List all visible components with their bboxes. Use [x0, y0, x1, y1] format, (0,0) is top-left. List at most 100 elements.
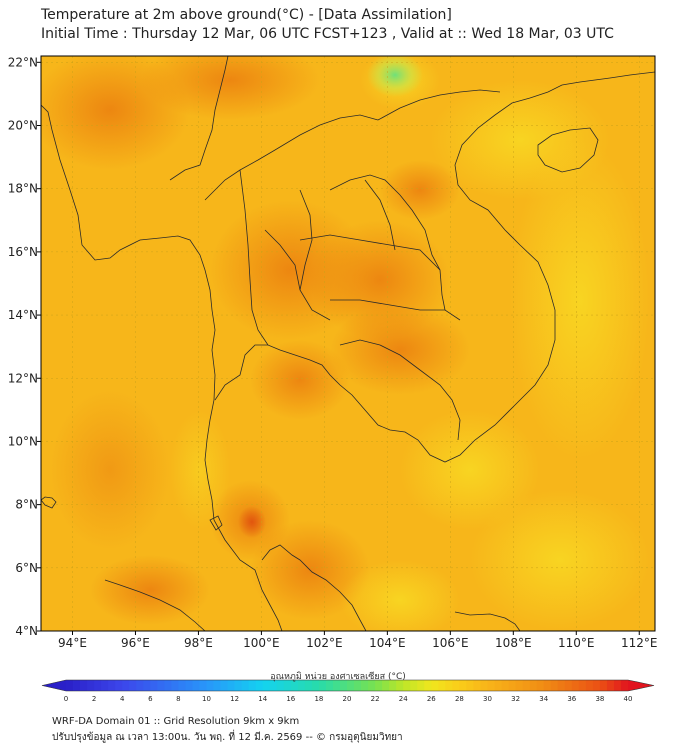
colorbar-tick-label: 38: [595, 695, 604, 703]
colorbar-cell: [361, 680, 369, 691]
temperature-map: 94°E 96°E 98°E 100°E 102°E 104°E 106°E 108°E 110…: [8, 55, 658, 703]
colorbar-cell: [122, 680, 130, 691]
colorbar-cell: [501, 680, 509, 691]
colorbar-cell: [536, 680, 545, 691]
colorbar-tick-label: 18: [314, 695, 323, 703]
colorbar-cell: [613, 680, 622, 691]
colorbar-cell: [508, 680, 516, 691]
colorbar-tick-label: 16: [286, 695, 295, 703]
footer-update-info: ปรับปรุงข้อมูล ณ เวลา 13:00น. วัน พฤ. ที…: [52, 732, 403, 743]
map-subtitle: Initial Time : Thursday 12 Mar, 06 UTC F…: [41, 26, 614, 42]
colorbar-cell: [94, 680, 102, 691]
latitude-label: 8°N: [15, 498, 38, 512]
longitude-label: 96°E: [121, 636, 150, 650]
colorbar-tick-label: 24: [399, 695, 408, 703]
colorbar-cell: [108, 680, 116, 691]
colorbar-tick-label: 6: [148, 695, 153, 703]
colorbar-tick-label: 32: [511, 695, 520, 703]
colorbar-cell: [157, 680, 165, 691]
colorbar-tick-label: 10: [202, 695, 211, 703]
colorbar-cell: [410, 680, 418, 691]
colorbar-cell: [494, 680, 502, 691]
colorbar-cell: [185, 680, 193, 691]
colorbar-cell: [522, 680, 531, 691]
colorbar-cell: [445, 680, 453, 691]
longitude-label: 104°E: [369, 636, 406, 650]
colorbar-cell: [164, 680, 172, 691]
colorbar-cell: [375, 680, 383, 691]
latitude-label: 14°N: [8, 308, 38, 322]
latitude-label: 10°N: [8, 434, 38, 448]
latitude-label: 18°N: [8, 182, 38, 196]
colorbar-tick-label: 20: [343, 695, 352, 703]
colorbar-title: อุณหภูมิ หน่วย องศาเซลเซียส (°C): [270, 672, 406, 682]
colorbar: 0 2 4 6 8 10 12 14 16 18 20 22 24 26 28 30 32 34 36 38 40: [41, 679, 655, 703]
colorbar-tick-label: 2: [92, 695, 96, 703]
colorbar-cell: [143, 680, 151, 691]
colorbar-cell: [192, 680, 200, 691]
colorbar-cell: [304, 680, 313, 691]
colorbar-cell: [241, 680, 250, 691]
colorbar-cell: [276, 680, 285, 691]
colorbar-cell: [473, 680, 481, 691]
latitude-label: 12°N: [8, 371, 38, 385]
longitude-label: 106°E: [432, 636, 469, 650]
footer-domain-info: WRF-DA Domain 01 :: Grid Resolution 9km …: [52, 716, 300, 727]
colorbar-cell: [347, 680, 355, 691]
colorbar-tick-label: 12: [230, 695, 239, 703]
colorbar-cell: [213, 680, 221, 691]
colorbar-cell: [66, 680, 74, 691]
colorbar-cell: [403, 680, 411, 691]
colorbar-tick-label: 26: [427, 695, 436, 703]
colorbar-cell: [255, 680, 264, 691]
colorbar-cell: [101, 680, 109, 691]
colorbar-cell: [290, 680, 299, 691]
colorbar-cell: [325, 680, 334, 691]
latitude-labels: 4°N 6°N 8°N 10°N 12°N 14°N 16°N 18°N 20°N 22°N: [8, 55, 41, 638]
colorbar-tick-label: 14: [258, 695, 267, 703]
colorbar-cell: [417, 680, 425, 691]
colorbar-cell: [571, 680, 580, 691]
colorbar-tick-label: 40: [624, 695, 633, 703]
colorbar-cell: [396, 680, 404, 691]
colorbar-tick-label: 22: [371, 695, 380, 703]
colorbar-cell: [424, 680, 432, 691]
colorbar-cell: [206, 680, 214, 691]
colorbar-cell: [150, 680, 158, 691]
colorbar-tick-label: 28: [455, 695, 464, 703]
colorbar-cell: [431, 680, 439, 691]
colorbar-cell: [452, 680, 460, 691]
colorbar-cell: [578, 680, 587, 691]
colorbar-tick-label: 34: [539, 695, 548, 703]
colorbar-cell: [480, 680, 488, 691]
colorbar-tick-label: 4: [120, 695, 125, 703]
colorbar-cell: [269, 680, 278, 691]
longitude-label: 110°E: [558, 636, 595, 650]
colorbar-cell: [129, 680, 137, 691]
longitude-label: 112°E: [621, 636, 658, 650]
colorbar-cell: [459, 680, 467, 691]
colorbar-cell: [620, 680, 629, 691]
colorbar-tick-label: 8: [176, 695, 180, 703]
longitude-label: 102°E: [306, 636, 343, 650]
colorbar-cell: [368, 680, 376, 691]
colorbar-cell: [171, 680, 179, 691]
colorbar-cell: [178, 680, 186, 691]
longitude-label: 108°E: [495, 636, 532, 650]
latitude-label: 16°N: [8, 245, 38, 259]
colorbar-cell: [262, 680, 271, 691]
colorbar-tick-label: 0: [64, 695, 68, 703]
latitude-label: 22°N: [8, 55, 38, 69]
colorbar-tick-label: 30: [483, 695, 492, 703]
colorbar-cell: [550, 680, 559, 691]
colorbar-cell: [438, 680, 446, 691]
colorbar-cell: [382, 680, 390, 691]
temperature-field: [41, 56, 655, 631]
colorbar-cell: [332, 680, 341, 691]
longitude-label: 94°E: [58, 636, 87, 650]
colorbar-cell: [487, 680, 495, 691]
latitude-label: 4°N: [15, 624, 38, 638]
colorbar-cell: [557, 680, 566, 691]
colorbar-cell: [248, 680, 257, 691]
colorbar-cell: [318, 680, 327, 691]
